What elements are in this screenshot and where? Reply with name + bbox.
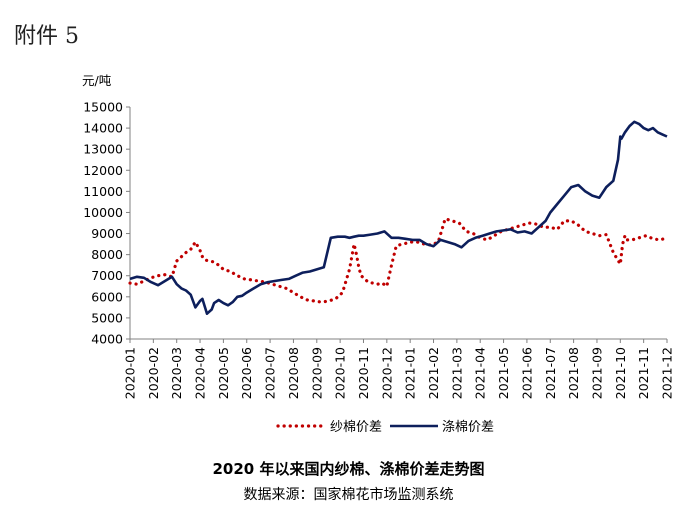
y-tick-label: 14000	[83, 121, 123, 136]
y-tick-label: 9000	[91, 226, 123, 241]
x-tick-label: 2021-07	[543, 347, 558, 399]
series-line-poly-cotton	[129, 120, 668, 315]
x-tick-label: 2020-04	[193, 347, 208, 399]
x-tick-label: 2020-02	[146, 347, 161, 399]
y-tick-label: 8000	[91, 247, 123, 262]
series-lines	[128, 120, 669, 315]
x-tick-label: 2020-11	[356, 347, 371, 399]
y-tick-label: 13000	[83, 142, 123, 157]
x-tick-label: 2021-12	[660, 347, 675, 399]
x-tick-label: 2021-04	[473, 347, 488, 399]
x-tick-label: 2021-10	[613, 347, 628, 399]
y-axis-ticks: 15000 14000 13000 12000 11000 10000 9000 8000 70…	[83, 100, 130, 347]
y-tick-label: 10000	[83, 205, 123, 220]
y-tick-label: 15000	[83, 100, 123, 115]
x-tick-label: 2020-10	[333, 347, 348, 399]
x-tick-label: 2021-03	[449, 347, 464, 399]
x-tick-label: 2021-11	[636, 347, 651, 399]
legend-label: 涤棉价差	[442, 420, 494, 435]
axes	[129, 107, 667, 340]
x-tick-label: 2020-06	[239, 347, 254, 399]
series-line-yarn-cotton	[128, 217, 669, 304]
y-axis-label: 元/吨	[82, 73, 112, 88]
x-tick-label: 2021-02	[426, 347, 441, 399]
data-source: 数据来源：国家棉花市场监测系统	[243, 487, 454, 503]
chart-caption-title: 2020 年以来国内纱棉、涤棉价差走势图	[212, 460, 485, 478]
x-tick-label: 2020-01	[123, 347, 138, 399]
x-tick-label: 2021-01	[403, 347, 418, 399]
x-tick-label: 2021-08	[566, 347, 581, 399]
price-spread-chart: 元/吨 15000 14000 13000 12000 11000 10000 9000 80…	[82, 73, 675, 435]
legend: 纱棉价差 涤棉价差	[276, 420, 494, 435]
x-tick-label: 2020-12	[379, 347, 394, 399]
y-tick-label: 5000	[91, 310, 123, 325]
y-tick-label: 7000	[91, 268, 123, 283]
x-tick-label: 2020-09	[309, 347, 324, 399]
x-tick-label: 2021-05	[496, 347, 511, 399]
legend-label: 纱棉价差	[330, 420, 382, 435]
x-tick-label: 2020-03	[169, 347, 184, 399]
x-tick-label: 2021-06	[519, 347, 534, 399]
x-tick-label: 2021-09	[589, 347, 604, 399]
y-tick-label: 4000	[91, 332, 123, 347]
y-tick-label: 11000	[83, 184, 123, 199]
x-tick-label: 2020-05	[216, 347, 231, 399]
x-tick-label: 2020-08	[286, 347, 301, 399]
x-tick-label: 2020-07	[263, 347, 278, 399]
y-tick-label: 6000	[91, 289, 123, 304]
attachment-label: 附件 5	[14, 24, 79, 49]
x-axis-ticks: 2020-01 2020-02 2020-03 2020-04 2020-05 2020-…	[123, 339, 675, 399]
y-tick-label: 12000	[83, 163, 123, 178]
